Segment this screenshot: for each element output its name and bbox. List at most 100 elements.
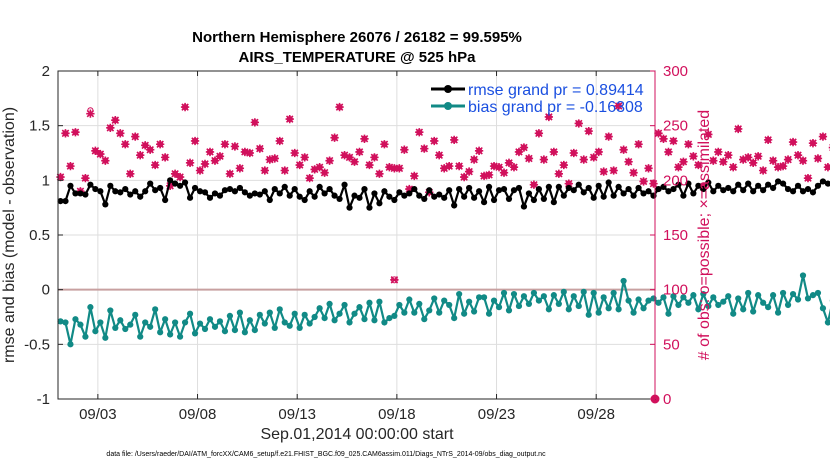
bias-point — [710, 294, 717, 301]
x-tick-label: 09/18 — [378, 406, 416, 423]
rmse-point — [705, 179, 712, 186]
rmse-point — [765, 181, 772, 188]
obs-assimilated-marker — [554, 169, 563, 178]
obs-possible-marker — [107, 124, 114, 131]
y-right-tick-label: 100 — [663, 282, 688, 299]
bias-point — [421, 316, 428, 323]
rmse-point — [755, 182, 762, 189]
obs-assimilated-marker — [101, 156, 110, 165]
bias-point — [371, 317, 378, 324]
obs-assimilated-marker — [280, 166, 289, 175]
rmse-point — [176, 182, 184, 189]
bias-point — [505, 307, 513, 314]
rmse-point — [645, 188, 652, 195]
obs-possible-marker — [326, 157, 333, 164]
bias-point — [466, 298, 473, 305]
obs-possible-marker — [286, 116, 293, 123]
obs-assimilated-marker — [788, 137, 798, 147]
obs-assimilated-marker — [669, 136, 678, 146]
bias-point — [271, 324, 278, 332]
rmse-point — [291, 185, 298, 193]
rmse-point — [301, 196, 308, 204]
obs-possible-marker — [585, 128, 592, 135]
obs-assimilated-marker — [614, 101, 623, 111]
obs-assimilated-marker — [564, 179, 573, 188]
obs-possible-marker — [660, 135, 667, 142]
obs-assimilated-marker — [778, 161, 788, 171]
rmse-point — [62, 198, 69, 205]
obs-assimilated-marker — [719, 157, 728, 166]
obs-assimilated-marker — [56, 172, 65, 182]
bias-point — [760, 299, 767, 306]
obs-assimilated-marker — [694, 160, 703, 170]
obs-possible-marker — [456, 163, 463, 170]
obs-assimilated-marker — [305, 173, 314, 183]
rmse-point — [655, 185, 662, 193]
bias-point — [650, 295, 657, 302]
obs-possible-marker — [216, 153, 224, 160]
obs-possible-marker — [471, 156, 478, 163]
y-right-tick-label: 0 — [663, 391, 671, 408]
bias-point — [321, 314, 328, 322]
rmse-point — [346, 204, 353, 211]
bias-point — [635, 296, 642, 303]
obs-assimilated-marker — [220, 140, 230, 149]
rmse-point — [371, 190, 378, 197]
bias-point — [162, 316, 169, 323]
rmse-point — [700, 185, 707, 193]
bias-point — [480, 294, 488, 301]
obs-assimilated-marker — [569, 148, 578, 158]
obs-possible-marker — [206, 148, 214, 156]
y-axis-left-ticks: -1 -0.5 0 0.5 1 1.5 2 — [24, 63, 63, 408]
obs-assimilated-marker — [175, 172, 185, 182]
bias-point — [495, 304, 503, 311]
rmse-point — [376, 200, 383, 207]
rmse-point — [411, 185, 418, 193]
bias-point — [620, 277, 627, 285]
rmse-point — [456, 185, 463, 193]
obs-possible-marker — [505, 159, 513, 166]
obs-possible-marker — [416, 129, 423, 136]
obs-possible-marker — [122, 141, 129, 148]
obs-assimilated-marker — [71, 128, 80, 137]
obs-assimilated-marker — [504, 158, 514, 167]
obs-assimilated-marker — [734, 124, 743, 134]
rmse-point — [107, 182, 114, 189]
bias-point — [431, 295, 438, 302]
obs-assimilated-marker — [729, 163, 738, 172]
obs-possible-marker — [745, 154, 752, 161]
obs-assimilated-marker — [808, 139, 818, 148]
obs-assimilated-marker — [250, 118, 260, 127]
rmse-point — [695, 182, 702, 189]
bias-point — [221, 328, 229, 335]
bias-point — [416, 300, 423, 307]
rmse-point — [77, 190, 84, 197]
obs-assimilated-marker — [410, 171, 419, 181]
obs-assimilated-marker — [753, 152, 763, 161]
obs-possible-marker — [436, 152, 443, 159]
bias-point — [97, 319, 104, 326]
obs-assimilated-marker — [469, 155, 479, 164]
rmse-point — [366, 204, 373, 211]
obs-assimilated-marker — [664, 147, 673, 157]
obs-possible-marker — [181, 103, 189, 111]
obs-assimilated-marker — [649, 179, 658, 188]
bias-point — [715, 301, 722, 309]
obs-assimilated-marker — [86, 109, 95, 118]
rmse-point — [565, 184, 572, 192]
obs-possible-marker — [102, 157, 109, 164]
rmse-point — [760, 187, 767, 194]
rmse-point — [750, 188, 757, 195]
bias-point — [311, 313, 318, 321]
obs-assimilated-marker — [136, 151, 145, 160]
y-left-tick-label: -1 — [37, 391, 50, 408]
rmse-point — [770, 184, 777, 192]
obs-possible-marker — [550, 148, 557, 156]
rmse-point — [774, 178, 782, 185]
obs-possible-marker — [485, 171, 493, 178]
bias-point — [346, 319, 353, 326]
rmse-point — [819, 178, 827, 185]
rmse-point — [231, 188, 239, 195]
rmse-point — [381, 188, 388, 195]
rmse-point — [640, 190, 647, 197]
